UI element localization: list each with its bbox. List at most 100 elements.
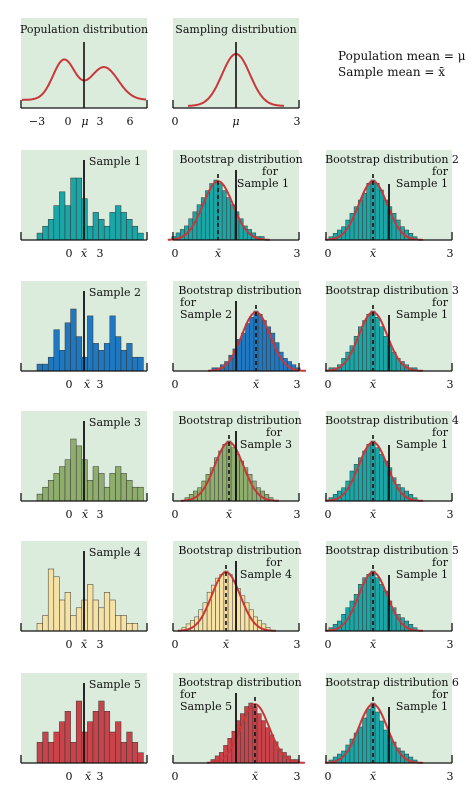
tick-label: x̄ (370, 247, 377, 260)
tick-label: 0 (172, 115, 179, 128)
histogram-bar (209, 183, 215, 241)
panel-title: for (180, 688, 197, 701)
tick-label: 3 (447, 770, 454, 783)
histogram-bar (374, 577, 380, 632)
histogram-bar (374, 711, 380, 764)
tick-label: 3 (294, 770, 301, 783)
histogram-bar (70, 308, 77, 372)
tick-label: 3 (97, 770, 104, 783)
histogram-bar (358, 726, 363, 764)
panel-title: Sample 1 (396, 177, 448, 190)
histogram-bar (92, 466, 99, 502)
histogram-bar (42, 363, 49, 372)
tick-label: 3 (447, 247, 454, 260)
histogram-bar (92, 711, 99, 764)
histogram-bar (64, 459, 71, 502)
histogram-bar (103, 343, 111, 372)
histogram-bar (120, 350, 127, 372)
density-curve (177, 571, 276, 632)
histogram-bar (75, 700, 83, 764)
histogram-bar (120, 742, 127, 764)
sample-label: Sample 3 (89, 416, 141, 429)
histogram-bar (126, 480, 133, 502)
histogram-bar (221, 190, 227, 241)
histogram-bar (374, 447, 380, 502)
tick-label: 0 (66, 508, 73, 521)
tick-label: 0 (325, 638, 332, 651)
density-curve (324, 441, 423, 502)
tick-label: x̄ (85, 770, 92, 783)
panel-title: Bootstrap distribution 6 (325, 676, 459, 689)
panel-title: Bootstrap distribution (178, 414, 301, 427)
histogram-bar (87, 225, 94, 241)
histogram-bar (126, 731, 133, 764)
histogram-bar (222, 444, 228, 502)
histogram-bar (42, 486, 49, 502)
tick-label: 3 (294, 115, 301, 128)
histogram-bar (131, 623, 139, 632)
panel-title: for (266, 556, 283, 569)
histogram-bar (248, 702, 254, 764)
panel-title: Bootstrap distribution (178, 544, 301, 557)
histogram-bar (379, 584, 384, 632)
density-curve (324, 311, 423, 372)
histogram-bar (126, 219, 133, 241)
tick-label: x̄ (84, 378, 91, 391)
tick-label: x̄ (81, 638, 88, 651)
panel-title: Sample 1 (396, 308, 448, 321)
legend-sample-mean: Sample mean = x̄ (338, 65, 445, 79)
panel-title: Bootstrap distribution (178, 284, 301, 297)
histogram-bar (362, 193, 367, 241)
histogram-bar (36, 623, 43, 632)
histogram-bar (42, 615, 49, 632)
tick-label: −3 (29, 115, 45, 128)
histogram-bar (98, 473, 105, 502)
tick-label: 3 (294, 247, 301, 260)
panel-title: Bootstrap distribution 5 (325, 544, 459, 557)
histogram-bar (64, 205, 71, 241)
histogram-bar (103, 225, 111, 241)
density-curve (206, 703, 305, 764)
histogram-bar (131, 486, 139, 502)
histogram-bar (103, 592, 111, 632)
tick-label: x̄ (252, 770, 259, 783)
histogram-bar (249, 317, 255, 372)
histogram-bar (36, 363, 43, 372)
histogram-bar (120, 615, 127, 632)
tick-label: 3 (294, 638, 301, 651)
panel-title: for (432, 426, 449, 439)
tick-label: x̄ (370, 508, 377, 521)
histogram-bar (47, 480, 55, 502)
histogram-bar (64, 711, 71, 764)
panel-title: for (266, 426, 283, 439)
histogram-bar (92, 343, 99, 372)
sampling-title: Sampling distribution (175, 23, 296, 36)
tick-label: 3 (447, 378, 454, 391)
panel-title: Sample 1 (396, 700, 448, 713)
panel-title: for (432, 556, 449, 569)
histogram-bar (256, 713, 262, 764)
histogram-bar (109, 599, 116, 632)
sample-panel: Sample 3 0 x̄ 3 (20, 411, 148, 521)
tick-label: 0 (66, 638, 73, 651)
histogram-bar (98, 219, 105, 241)
histogram-bar (126, 623, 133, 632)
histogram-bar (115, 205, 122, 241)
histogram-bar (379, 189, 384, 241)
sample-panel: Sample 4 0 x̄ 3 (20, 541, 148, 651)
histogram-bar (262, 320, 267, 372)
panel-title: Bootstrap distribution 2 (325, 153, 459, 166)
histogram-bar (47, 356, 55, 372)
histogram-bar (131, 356, 139, 372)
tick-label: 3 (97, 378, 104, 391)
tick-label: 0 (66, 378, 73, 391)
histogram-bar (379, 326, 384, 372)
